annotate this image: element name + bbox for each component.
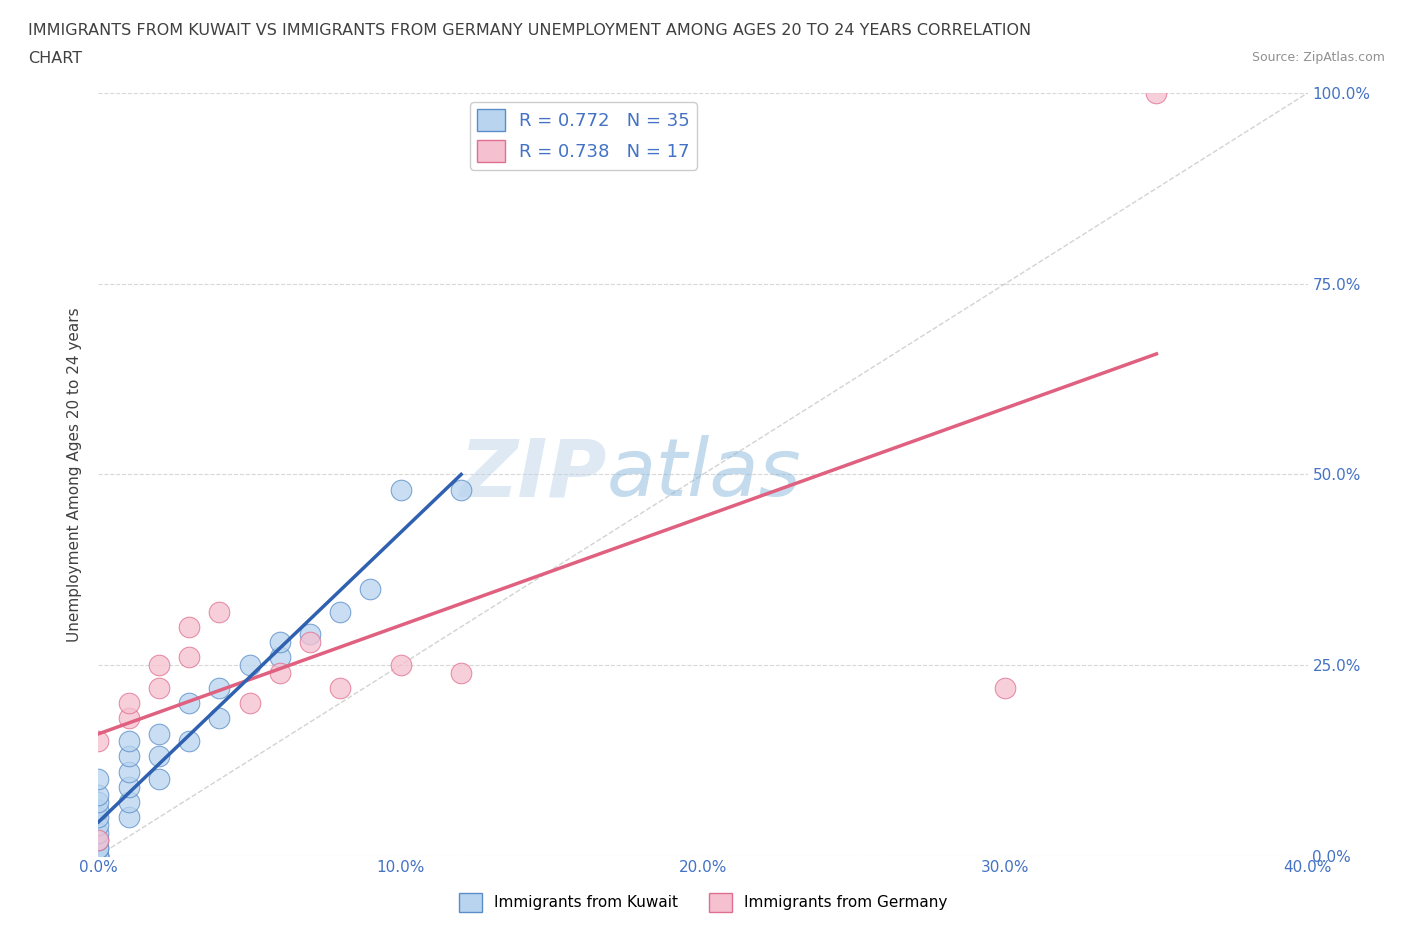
Y-axis label: Unemployment Among Ages 20 to 24 years: Unemployment Among Ages 20 to 24 years xyxy=(67,307,83,642)
Point xyxy=(450,482,472,497)
Point xyxy=(87,795,110,810)
Point xyxy=(87,841,110,856)
Point xyxy=(179,619,201,634)
Point xyxy=(329,604,352,619)
Point xyxy=(118,795,141,810)
Point xyxy=(179,696,201,711)
Point xyxy=(87,848,110,863)
Point xyxy=(179,734,201,749)
Point xyxy=(87,734,110,749)
Legend: Immigrants from Kuwait, Immigrants from Germany: Immigrants from Kuwait, Immigrants from … xyxy=(453,887,953,918)
Point xyxy=(87,825,110,840)
Point xyxy=(87,848,110,863)
Point xyxy=(239,658,262,672)
Point xyxy=(118,810,141,825)
Point xyxy=(87,803,110,817)
Point xyxy=(208,681,231,696)
Point xyxy=(208,604,231,619)
Point xyxy=(299,627,322,642)
Text: CHART: CHART xyxy=(28,51,82,66)
Point xyxy=(329,681,352,696)
Text: Source: ZipAtlas.com: Source: ZipAtlas.com xyxy=(1251,51,1385,64)
Point xyxy=(87,772,110,787)
Text: IMMIGRANTS FROM KUWAIT VS IMMIGRANTS FROM GERMANY UNEMPLOYMENT AMONG AGES 20 TO : IMMIGRANTS FROM KUWAIT VS IMMIGRANTS FRO… xyxy=(28,23,1031,38)
Point xyxy=(179,650,201,665)
Point xyxy=(118,734,141,749)
Point xyxy=(1144,86,1167,100)
Point xyxy=(208,711,231,725)
Point xyxy=(87,833,110,848)
Point xyxy=(148,749,170,764)
Text: ZIP: ZIP xyxy=(458,435,606,513)
Point xyxy=(269,650,291,665)
Point xyxy=(87,848,110,863)
Point xyxy=(148,658,170,672)
Text: atlas: atlas xyxy=(606,435,801,513)
Point xyxy=(299,634,322,649)
Point xyxy=(148,726,170,741)
Point xyxy=(994,681,1017,696)
Point xyxy=(87,848,110,863)
Point xyxy=(269,634,291,649)
Point xyxy=(87,833,110,848)
Point xyxy=(87,787,110,802)
Point xyxy=(360,581,382,596)
Point xyxy=(389,658,412,672)
Point xyxy=(450,665,472,680)
Point xyxy=(87,817,110,832)
Point xyxy=(148,772,170,787)
Legend: R = 0.772   N = 35, R = 0.738   N = 17: R = 0.772 N = 35, R = 0.738 N = 17 xyxy=(470,102,697,169)
Point xyxy=(269,665,291,680)
Point xyxy=(118,779,141,794)
Point xyxy=(118,711,141,725)
Point xyxy=(118,749,141,764)
Point xyxy=(118,764,141,779)
Point xyxy=(87,810,110,825)
Point xyxy=(148,681,170,696)
Point xyxy=(389,482,412,497)
Point xyxy=(239,696,262,711)
Point xyxy=(118,696,141,711)
Point xyxy=(87,841,110,856)
